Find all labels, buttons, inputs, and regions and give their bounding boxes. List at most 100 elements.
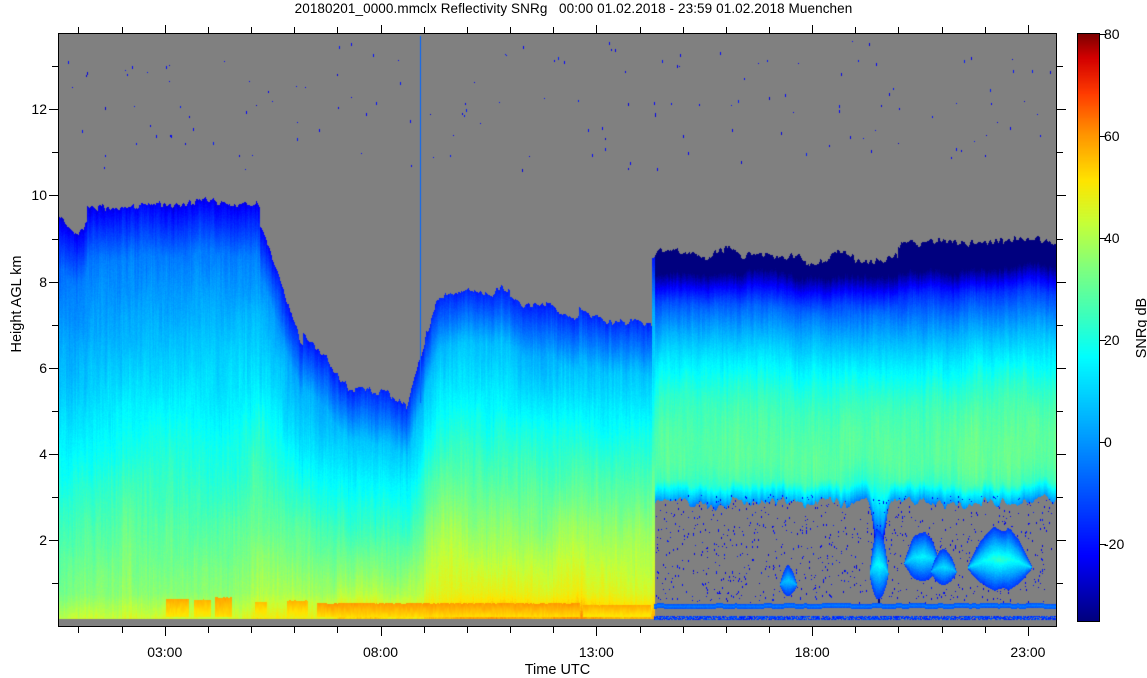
colorbar <box>1077 33 1100 622</box>
x-axis-tick-top <box>380 25 382 33</box>
x-axis-minor-tick <box>121 627 123 633</box>
x-axis-minor-tick <box>466 627 468 633</box>
y-axis-tick <box>49 281 58 283</box>
x-axis-minor-tick <box>898 627 900 633</box>
x-axis-minor-tick-top <box>898 27 900 33</box>
y-axis-tick-label: 8 <box>39 273 47 290</box>
colorbar-gradient <box>1078 34 1099 621</box>
x-axis-minor-tick-top <box>510 27 512 33</box>
colorbar-tick <box>1100 238 1106 240</box>
x-axis-minor-tick-top <box>207 27 209 33</box>
y-axis-tick-label: 12 <box>31 101 47 118</box>
y-axis-tick-label: 4 <box>39 445 47 462</box>
plot-axes-area <box>58 33 1057 627</box>
y-axis-tick <box>49 367 58 369</box>
x-axis-minor-tick-top <box>466 27 468 33</box>
x-axis-minor-tick-top <box>78 27 80 33</box>
x-axis-tick-label: 08:00 <box>363 644 399 660</box>
y-axis-title: Height AGL km <box>9 255 25 353</box>
y-axis-minor-tick-right <box>1057 410 1063 412</box>
x-axis-title: Time UTC <box>524 662 591 678</box>
y-axis-tick-label: 2 <box>39 531 47 548</box>
y-axis-minor-tick <box>52 410 58 412</box>
x-axis-minor-tick-top <box>639 27 641 33</box>
colorbar-tick <box>1100 544 1106 546</box>
y-axis-minor-tick-right <box>1057 152 1063 154</box>
x-axis-minor-tick-top <box>855 27 857 33</box>
y-axis-tick-right <box>1057 195 1066 197</box>
x-axis-minor-tick <box>855 627 857 633</box>
colorbar-title: SNRg dB <box>1134 297 1147 359</box>
x-axis-minor-tick <box>941 627 943 633</box>
y-axis-tick-right <box>1057 109 1066 111</box>
x-axis-minor-tick <box>725 627 727 633</box>
colorbar-tick-label: 20 <box>1104 332 1120 349</box>
y-axis-minor-tick-right <box>1057 496 1063 498</box>
x-axis-minor-tick <box>553 627 555 633</box>
x-axis-minor-tick <box>682 627 684 633</box>
x-axis-minor-tick-top <box>725 27 727 33</box>
x-axis-tick <box>1027 627 1029 636</box>
y-axis-minor-tick <box>52 152 58 154</box>
x-axis-minor-tick <box>78 627 80 633</box>
x-axis-tick-label: 03:00 <box>147 644 183 660</box>
x-axis-minor-tick-top <box>553 27 555 33</box>
y-axis-tick-right <box>1057 281 1066 283</box>
colorbar-tick-label: 60 <box>1104 128 1120 145</box>
x-axis-tick-top <box>812 25 814 33</box>
x-axis-minor-tick-top <box>941 27 943 33</box>
x-axis-minor-tick-top <box>294 27 296 33</box>
x-axis-minor-tick <box>639 627 641 633</box>
x-axis-minor-tick-top <box>768 27 770 33</box>
y-axis-tick <box>49 195 58 197</box>
y-axis-tick <box>49 539 58 541</box>
x-axis-tick <box>380 627 382 636</box>
x-axis-tick-label: 18:00 <box>794 644 830 660</box>
colorbar-tick <box>1100 442 1106 444</box>
x-axis-tick <box>812 627 814 636</box>
x-axis-minor-tick-top <box>121 27 123 33</box>
x-axis-minor-tick <box>984 627 986 633</box>
x-axis-tick-top <box>1027 25 1029 33</box>
y-axis-tick <box>49 109 58 111</box>
x-axis-minor-tick-top <box>682 27 684 33</box>
x-axis-minor-tick <box>251 627 253 633</box>
colorbar-tick-label: 40 <box>1104 230 1120 247</box>
colorbar-tick-label: 80 <box>1104 26 1120 42</box>
colorbar-tick <box>1100 34 1106 35</box>
y-axis-minor-tick <box>52 324 58 326</box>
y-axis-minor-tick-right <box>1057 238 1063 240</box>
x-axis-minor-tick <box>207 627 209 633</box>
page-title: 20180201_0000.mmclx Reflectivity SNRg 00… <box>294 1 853 16</box>
y-axis-minor-tick <box>52 582 58 584</box>
y-axis-minor-tick-right <box>1057 324 1063 326</box>
x-axis-minor-tick <box>768 627 770 633</box>
x-axis-tick-top <box>164 25 166 33</box>
colorbar-tick-label: -20 <box>1104 536 1125 553</box>
y-axis-tick-label: 10 <box>31 187 47 204</box>
y-axis-tick-right <box>1057 539 1066 541</box>
x-axis-tick <box>596 627 598 636</box>
x-axis-minor-tick-top <box>984 27 986 33</box>
x-axis-minor-tick <box>337 627 339 633</box>
reflectivity-heatmap <box>59 34 1056 626</box>
y-axis-minor-tick <box>52 238 58 240</box>
y-axis-tick <box>49 453 58 455</box>
y-axis-tick-label: 6 <box>39 359 47 376</box>
x-axis-tick-label: 23:00 <box>1010 644 1046 660</box>
x-axis-minor-tick-top <box>423 27 425 33</box>
y-axis-minor-tick-right <box>1057 66 1063 68</box>
x-axis-minor-tick <box>510 627 512 633</box>
x-axis-tick-label: 13:00 <box>578 644 614 660</box>
colorbar-tick <box>1100 136 1106 138</box>
x-axis-minor-tick-top <box>337 27 339 33</box>
y-axis-tick-right <box>1057 367 1066 369</box>
y-axis-tick-right <box>1057 453 1066 455</box>
colorbar-tick <box>1100 340 1106 342</box>
x-axis-tick-top <box>596 25 598 33</box>
x-axis-tick <box>164 627 166 636</box>
x-axis-minor-tick-top <box>251 27 253 33</box>
y-axis-minor-tick <box>52 66 58 68</box>
colorbar-tick-label: 0 <box>1104 434 1112 451</box>
